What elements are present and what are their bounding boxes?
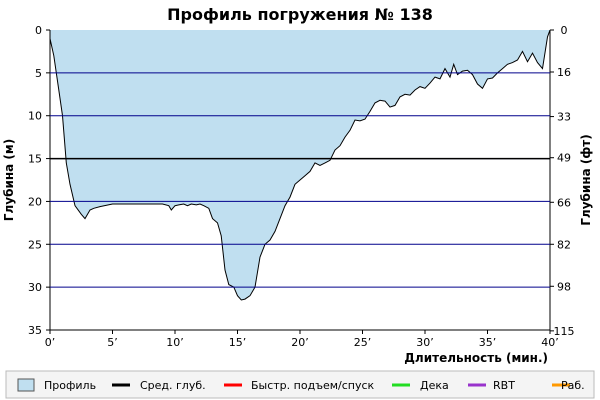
y-axis-left-ticks: 0 5 10 15 20 25 30 35 xyxy=(28,24,50,337)
x-tick-label: 10’ xyxy=(166,336,184,349)
y-left-tick-label: 30 xyxy=(28,281,42,294)
y-right-tick-label: 115 xyxy=(554,325,575,338)
plot-area xyxy=(49,29,551,331)
x-tick-label: 25’ xyxy=(354,336,372,349)
y-right-tick-label: 82 xyxy=(557,238,571,251)
y-axis-left-label: Глубина (м) xyxy=(2,139,16,221)
legend-item-label: Быстр. подъем/спуск xyxy=(251,379,375,392)
x-axis-ticks: 0’ 5’ 10’ 15’ 20’ 25’ 30’ 35’ 40’ xyxy=(45,330,559,349)
y-left-tick-label: 25 xyxy=(28,238,42,251)
x-tick-label: 5’ xyxy=(107,336,118,349)
x-axis-label: Длительность (мин.) xyxy=(404,351,548,365)
y-left-tick-label: 10 xyxy=(28,110,42,123)
y-right-tick-label: 0 xyxy=(561,24,568,37)
y-left-tick-label: 20 xyxy=(28,195,42,208)
legend-item-label: RBT xyxy=(493,379,515,392)
y-right-tick-label: 98 xyxy=(557,280,571,293)
profile-area xyxy=(50,30,550,300)
legend-item-label: Раб. xyxy=(561,379,585,392)
chart-title: Профиль погружения № 138 xyxy=(167,5,433,24)
y-left-tick-label: 5 xyxy=(35,67,42,80)
y-axis-right-ticks: 0 16 33 49 66 82 98 115 xyxy=(550,24,575,338)
y-right-tick-label: 66 xyxy=(557,196,571,209)
legend-item-label: Дека xyxy=(420,379,449,392)
x-tick-label: 0’ xyxy=(45,336,56,349)
y-left-tick-label: 15 xyxy=(28,153,42,166)
x-tick-label: 35’ xyxy=(479,336,497,349)
y-left-tick-label: 0 xyxy=(35,24,42,37)
y-left-tick-label: 35 xyxy=(28,324,42,337)
y-right-tick-label: 33 xyxy=(557,111,571,124)
x-tick-label: 20’ xyxy=(291,336,309,349)
x-tick-label: 15’ xyxy=(229,336,247,349)
legend: Профиль Сред. глуб. Быстр. подъем/спуск Дек… xyxy=(5,370,595,399)
y-axis-right-label: Глубина (фт) xyxy=(579,134,593,225)
legend-box xyxy=(5,370,595,399)
legend-swatch-profile xyxy=(17,378,35,392)
x-tick-label: 40’ xyxy=(541,336,559,349)
legend-item-label: Сред. глуб. xyxy=(140,379,206,392)
legend-item-label: Профиль xyxy=(44,379,96,392)
x-tick-label: 30’ xyxy=(416,336,434,349)
y-right-tick-label: 49 xyxy=(557,152,571,165)
y-right-tick-label: 16 xyxy=(557,66,571,79)
